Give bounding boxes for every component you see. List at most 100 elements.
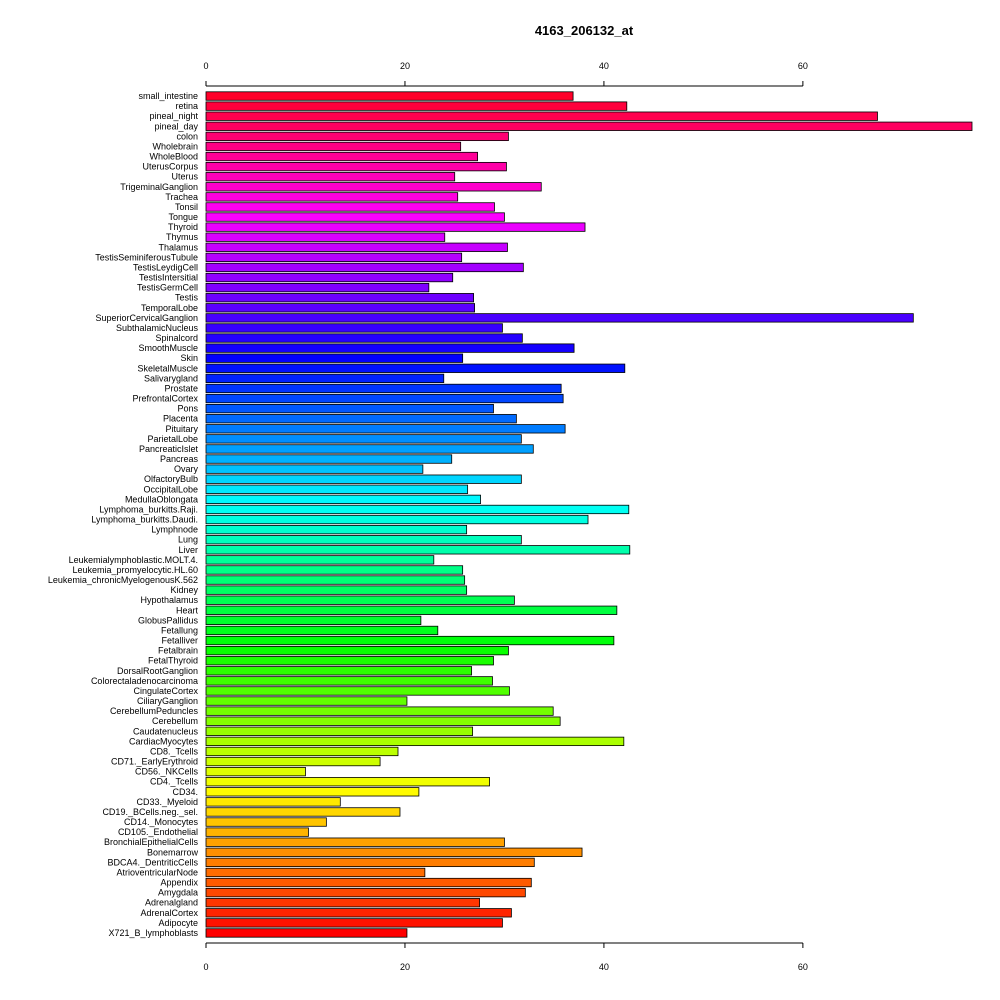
bar xyxy=(205,272,454,283)
category-label: SmoothMuscle xyxy=(138,343,198,353)
x-tick-label: 0 xyxy=(203,962,208,972)
x-tick-label: 40 xyxy=(599,962,609,972)
bar xyxy=(205,898,480,908)
bar xyxy=(205,242,508,252)
category-label: Prostate xyxy=(164,383,198,393)
bar xyxy=(205,887,526,898)
category-label: GlobusPallidus xyxy=(138,615,199,625)
category-label: Ovary xyxy=(174,464,199,474)
bar xyxy=(205,666,473,676)
category-label: Tongue xyxy=(168,212,198,222)
x-axis-top: 0 20 40 60 xyxy=(203,61,808,87)
bar xyxy=(205,635,615,646)
category-label: CD8._Tcells xyxy=(150,746,199,756)
bar xyxy=(205,847,583,857)
category-label: TestisGermCell xyxy=(137,283,198,293)
bar xyxy=(205,192,459,202)
category-label: AtrioventricularNode xyxy=(116,867,198,877)
category-label: Placenta xyxy=(163,414,198,424)
category-label: Pons xyxy=(177,404,198,414)
bar xyxy=(205,141,462,152)
bar xyxy=(205,535,522,545)
bar xyxy=(205,766,306,777)
bar xyxy=(205,555,435,565)
category-label: BDCA4._DentriticCells xyxy=(107,857,198,867)
category-label: Wholebrain xyxy=(152,141,198,151)
bar xyxy=(205,131,509,142)
category-label: Fetalliver xyxy=(161,636,198,646)
bar xyxy=(205,565,464,575)
bar xyxy=(205,827,309,837)
bar xyxy=(205,373,445,384)
bar xyxy=(205,383,562,394)
category-label: Thalamus xyxy=(158,242,198,252)
category-label: Liver xyxy=(178,545,198,555)
bar xyxy=(205,282,430,293)
category-label: Leukemia_chronicMyelogenousK.562 xyxy=(48,575,198,585)
bar xyxy=(205,101,628,111)
category-label: OlfactoryBulb xyxy=(144,474,198,484)
category-label: Lymphnode xyxy=(151,525,198,535)
category-label: Fetalbrain xyxy=(158,646,198,656)
bar xyxy=(205,343,575,353)
bar xyxy=(205,161,507,172)
category-label: CD33._Myeloid xyxy=(136,797,198,807)
bar xyxy=(205,857,535,868)
category-label: Thyroid xyxy=(168,222,198,232)
bar xyxy=(205,867,426,878)
bar xyxy=(205,172,456,182)
bar xyxy=(205,545,631,555)
bar xyxy=(205,575,466,585)
bar xyxy=(205,615,422,626)
x-axis-bottom: 0 20 40 60 xyxy=(203,942,808,972)
category-label: retina xyxy=(175,101,198,111)
bar xyxy=(205,323,503,333)
bar xyxy=(205,252,463,263)
category-label: SubthalamicNucleus xyxy=(116,323,199,333)
category-label: Skin xyxy=(180,353,198,363)
category-label: Heart xyxy=(176,605,199,615)
category-label: Appendix xyxy=(160,878,198,888)
category-label: Colorectaladenocarcinoma xyxy=(91,676,198,686)
category-label: pineal_night xyxy=(149,111,198,121)
bar xyxy=(205,454,453,464)
bar xyxy=(205,696,408,706)
category-label: MedullaOblongata xyxy=(125,494,198,504)
x-tick-label: 20 xyxy=(400,962,410,972)
category-label: Fetallung xyxy=(161,625,198,635)
category-label: small_intestine xyxy=(138,91,198,101)
category-label: TemporalLobe xyxy=(141,303,198,313)
bar xyxy=(205,756,381,767)
bar xyxy=(205,494,481,505)
category-label: CingulateCortex xyxy=(133,686,198,696)
bar xyxy=(205,585,468,595)
bar xyxy=(205,212,505,222)
bar xyxy=(205,605,618,615)
category-label: FetalThyroid xyxy=(148,656,198,666)
bar xyxy=(205,524,468,535)
bar xyxy=(205,222,586,232)
category-label: UterusCorpus xyxy=(142,162,198,172)
category-label: Pancreas xyxy=(160,454,199,464)
bar xyxy=(205,777,490,787)
bar xyxy=(205,645,509,656)
bar xyxy=(205,504,630,515)
category-label: Leukemia_promyelocytic.HL.60 xyxy=(72,565,198,575)
category-label: TestisIntersitial xyxy=(139,273,198,283)
category-label: Adrenalgland xyxy=(145,898,198,908)
bar xyxy=(205,676,493,686)
category-label: Lung xyxy=(178,535,198,545)
category-label: CD14._Monocytes xyxy=(124,817,199,827)
category-label: TrigeminalGanglion xyxy=(120,182,198,192)
category-label: OccipitalLobe xyxy=(143,484,198,494)
x-tick-label: 60 xyxy=(798,962,808,972)
bar xyxy=(205,837,505,847)
x-tick-label: 60 xyxy=(798,61,808,71)
chart-title: 4163_206132_at xyxy=(535,23,634,38)
bar xyxy=(205,414,517,424)
category-label: CiliaryGanglion xyxy=(137,696,198,706)
category-label: WholeBlood xyxy=(149,152,198,162)
category-label: Pituitary xyxy=(165,424,198,434)
bar xyxy=(205,484,469,494)
category-label: PancreaticIslet xyxy=(139,444,199,454)
